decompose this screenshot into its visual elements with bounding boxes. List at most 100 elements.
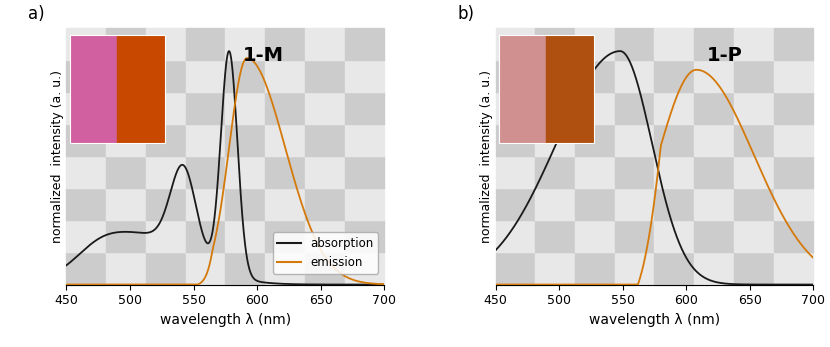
Bar [655, 124, 694, 156]
Bar [66, 220, 106, 253]
Bar [265, 28, 305, 60]
Bar [615, 156, 655, 188]
Bar [774, 253, 813, 285]
Bar [146, 28, 186, 60]
Bar [535, 60, 575, 92]
Bar [774, 220, 813, 253]
Bar [734, 220, 774, 253]
Bar [106, 188, 146, 220]
Bar [146, 156, 186, 188]
Bar [305, 28, 344, 60]
Bar [734, 188, 774, 220]
Bar [575, 220, 615, 253]
Text: 1-M: 1-M [243, 46, 284, 65]
Bar [575, 156, 615, 188]
Bar [774, 188, 813, 220]
Bar [305, 156, 344, 188]
Bar [186, 60, 225, 92]
Text: 1-P: 1-P [706, 46, 742, 65]
Bar [535, 253, 575, 285]
Bar [146, 220, 186, 253]
Bar [344, 220, 384, 253]
Bar [655, 220, 694, 253]
Bar [146, 253, 186, 285]
Bar [655, 28, 694, 60]
Bar [655, 60, 694, 92]
Bar [106, 60, 146, 92]
Bar [106, 253, 146, 285]
Bar [146, 124, 186, 156]
Bar [496, 92, 535, 124]
Bar [344, 92, 384, 124]
Bar [694, 156, 734, 188]
Bar [186, 28, 225, 60]
Bar [66, 124, 106, 156]
Bar [535, 188, 575, 220]
Bar [575, 60, 615, 92]
Bar [265, 188, 305, 220]
Bar [225, 60, 265, 92]
Bar [186, 188, 225, 220]
Text: a): a) [28, 5, 45, 23]
Bar [225, 253, 265, 285]
Bar [496, 253, 535, 285]
Bar [615, 220, 655, 253]
Y-axis label: normalized  intensity (a. u.): normalized intensity (a. u.) [51, 70, 64, 243]
Bar [535, 28, 575, 60]
Bar [186, 220, 225, 253]
Bar [265, 92, 305, 124]
Bar [694, 220, 734, 253]
Bar [575, 124, 615, 156]
Bar [694, 92, 734, 124]
Bar [575, 188, 615, 220]
Bar [186, 156, 225, 188]
Bar [694, 124, 734, 156]
Bar [615, 253, 655, 285]
Bar [655, 156, 694, 188]
Bar [734, 92, 774, 124]
Text: b): b) [457, 5, 475, 23]
Legend: absorption, emission: absorption, emission [272, 232, 378, 273]
Bar [225, 156, 265, 188]
Bar [774, 124, 813, 156]
Bar [615, 92, 655, 124]
Bar [344, 188, 384, 220]
Bar [694, 28, 734, 60]
Bar [225, 220, 265, 253]
Bar [496, 188, 535, 220]
Bar [186, 92, 225, 124]
Bar [106, 28, 146, 60]
Bar [66, 28, 106, 60]
Bar [774, 156, 813, 188]
Bar [66, 60, 106, 92]
Bar [496, 124, 535, 156]
Bar [344, 28, 384, 60]
Bar [305, 253, 344, 285]
Bar [265, 60, 305, 92]
Bar [265, 253, 305, 285]
X-axis label: wavelength λ (nm): wavelength λ (nm) [159, 313, 290, 327]
Bar [146, 188, 186, 220]
Bar [615, 60, 655, 92]
Bar [265, 156, 305, 188]
Bar [344, 124, 384, 156]
X-axis label: wavelength λ (nm): wavelength λ (nm) [589, 313, 720, 327]
Bar [344, 253, 384, 285]
Bar [265, 124, 305, 156]
Bar [496, 60, 535, 92]
Y-axis label: normalized  intensity (a. u.): normalized intensity (a. u.) [480, 70, 493, 243]
Bar [66, 156, 106, 188]
Bar [496, 220, 535, 253]
Bar [615, 124, 655, 156]
Bar [305, 124, 344, 156]
Bar [734, 253, 774, 285]
Bar [66, 188, 106, 220]
Bar [774, 60, 813, 92]
Bar [305, 188, 344, 220]
Bar [305, 220, 344, 253]
Bar [615, 188, 655, 220]
Bar [344, 156, 384, 188]
Bar [734, 28, 774, 60]
Bar [535, 156, 575, 188]
Bar [694, 188, 734, 220]
